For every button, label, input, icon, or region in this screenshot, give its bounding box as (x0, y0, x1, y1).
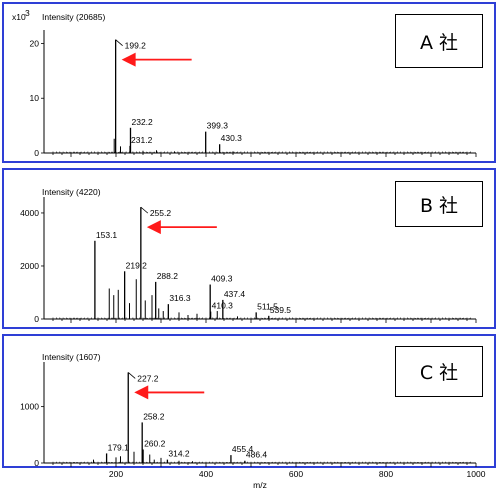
panel-c-x-tick-label: 400 (199, 469, 213, 479)
panel-a-y-tick-label: 10 (30, 93, 40, 103)
panel-c-peak-label: 258.2 (143, 411, 165, 421)
panel-c-peak-label: 486.4 (246, 450, 268, 460)
panel-a-peak-label: 232.2 (131, 117, 153, 127)
company-label-a: A 社 (395, 14, 483, 68)
panel-b-base-peak-flag (140, 206, 149, 214)
panel-b-peak-label: 219.2 (126, 260, 148, 270)
panel-b-arrow-head (146, 220, 161, 235)
panel-a-multiplier-label: x10 (12, 12, 26, 22)
panel-b-peak-label: 288.2 (157, 271, 179, 281)
panel-a (2, 2, 496, 163)
panel-b (2, 168, 496, 329)
panel-b-intensity-label: Intensity (4220) (42, 187, 101, 197)
panel-b-peak-label: 539.5 (270, 305, 292, 315)
company-label-b: B 社 (395, 181, 483, 227)
panel-b-baseline-noise (52, 317, 472, 319)
panel-c-peak-label: 455.4 (232, 444, 254, 454)
panel-c-peak-label: 179.1 (108, 442, 130, 452)
panel-a-peak-label: 430.3 (221, 133, 243, 143)
panel-c-peak-label: 227.2 (137, 373, 159, 383)
panel-a-arrow-head (121, 52, 136, 67)
panel-a-multiplier-exp: 3 (25, 8, 30, 18)
panel-b-peak-label: 316.3 (169, 293, 191, 303)
panel-c-intensity-label: Intensity (1607) (42, 352, 101, 362)
panel-c-x-tick-label: 800 (379, 469, 393, 479)
panel-b-peak-label: 437.4 (224, 289, 246, 299)
panel-b-y-tick-label: 2000 (20, 261, 39, 271)
panel-b-peak-label: 511.5 (257, 301, 278, 311)
panel-c-x-tick-label: 1000 (467, 469, 486, 479)
panel-c-x-axis-label: m/z (253, 480, 267, 490)
panel-a-peak-label: 231.2 (131, 135, 153, 145)
panel-b-peak-label: 409.3 (211, 274, 233, 284)
panel-a-base-peak-flag (115, 39, 123, 46)
panel-b-peak-label: 153.1 (96, 230, 118, 240)
panel-a-intensity-label: Intensity (20685) (42, 12, 105, 22)
panel-a-peak-label: 199.2 (125, 41, 147, 51)
panel-c-y-tick-label: 1000 (20, 402, 39, 412)
panel-c-x-tick-label: 200 (109, 469, 123, 479)
panel-a-baseline-noise (52, 151, 472, 153)
panel-c (2, 334, 496, 468)
panel-c-arrow-head (134, 385, 149, 400)
panel-a-peak-label: 399.3 (207, 121, 229, 131)
company-label-c: C 社 (395, 346, 483, 397)
panel-c-y-tick-label: 0 (34, 458, 39, 468)
panel-c-base-peak-flag (127, 372, 136, 379)
panel-a-y-tick-label: 20 (30, 38, 40, 48)
panel-b-y-tick-label: 4000 (20, 208, 39, 218)
panel-c-x-tick-label: 600 (289, 469, 303, 479)
panel-b-peak-label: 255.2 (150, 208, 172, 218)
panel-a-y-tick-label: 0 (34, 148, 39, 158)
panel-c-peak-label: 260.2 (144, 438, 166, 448)
panel-b-y-tick-label: 0 (34, 314, 39, 324)
panel-c-peak-label: 314.2 (168, 449, 190, 459)
